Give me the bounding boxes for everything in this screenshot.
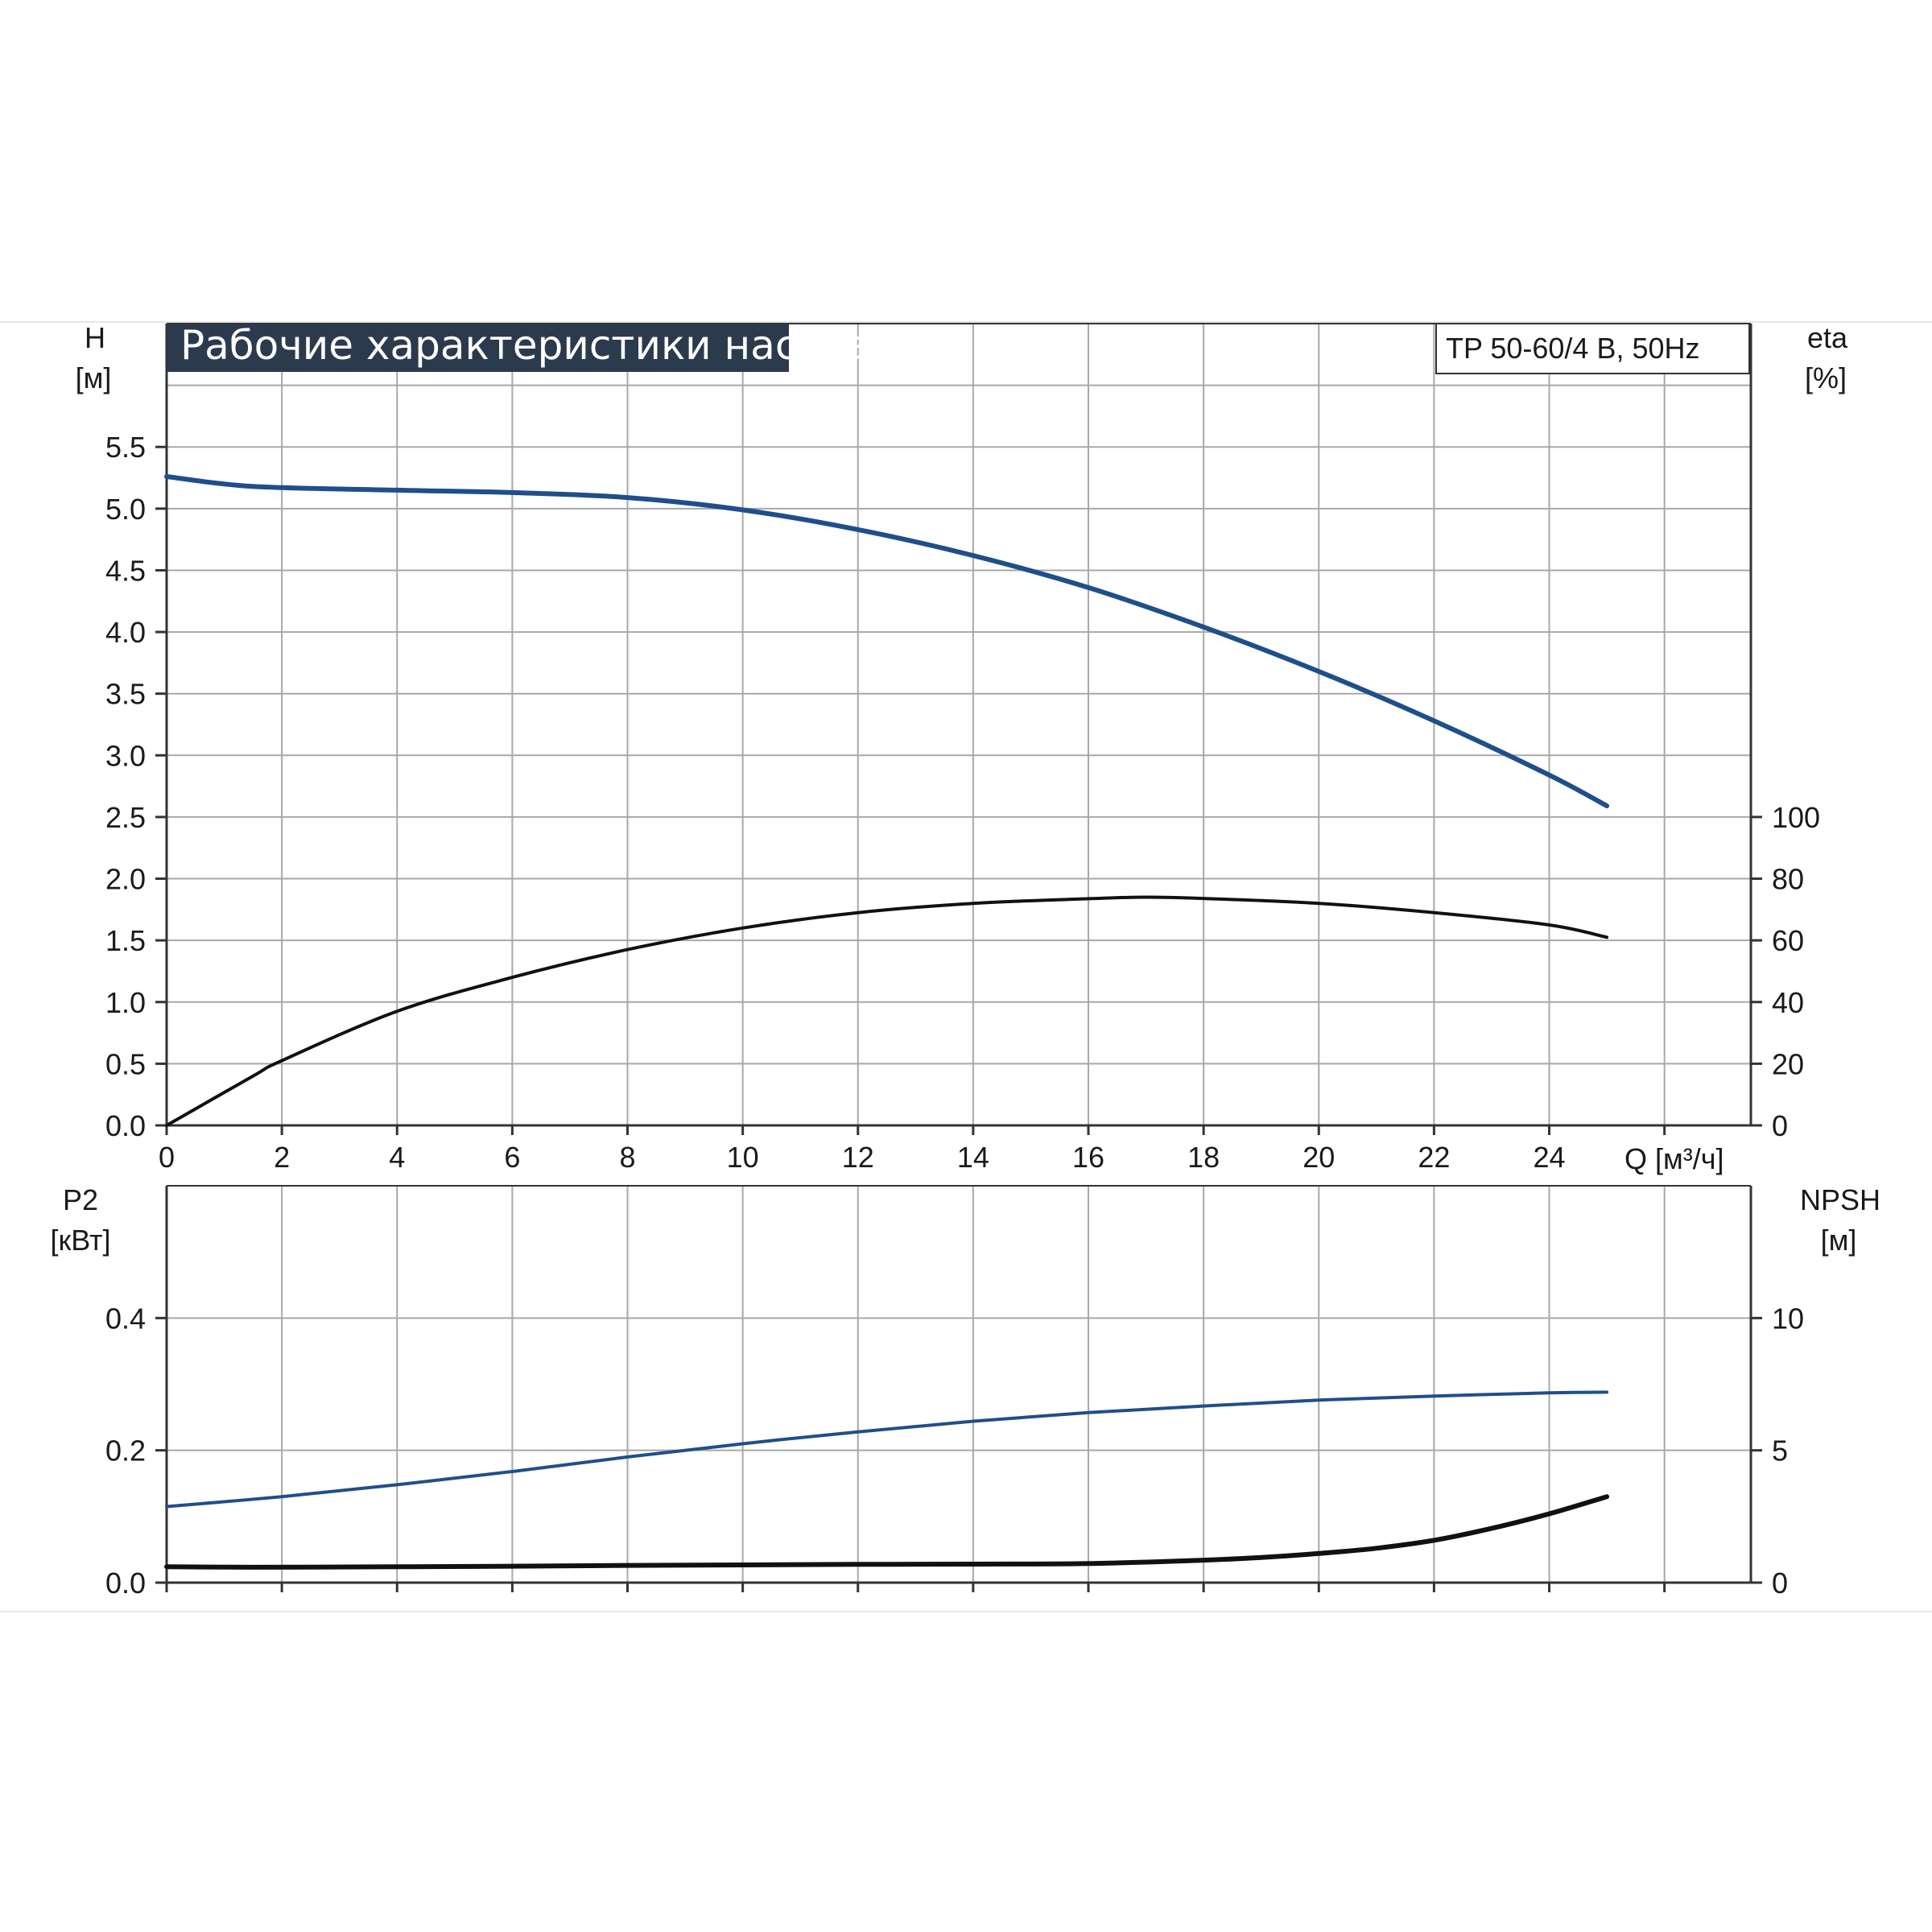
npsh-axis-unit: [м] bbox=[1821, 1224, 1857, 1257]
top-left-tick-label: 3.0 bbox=[105, 739, 146, 772]
top-plot-area bbox=[167, 324, 1751, 1125]
model-label: TP 50-60/4 B, 50Hz bbox=[1446, 332, 1700, 365]
top-series-left-curve bbox=[164, 474, 1610, 809]
title-background bbox=[167, 324, 789, 372]
top-right-tick-label: 0 bbox=[1772, 1109, 1788, 1142]
top-x-tick-label: 14 bbox=[957, 1141, 989, 1174]
eta-axis-unit: [%] bbox=[1805, 361, 1847, 394]
bottom-right-tick-label: 10 bbox=[1772, 1302, 1804, 1335]
top-left-tick-label: 4.5 bbox=[105, 554, 146, 587]
top-left-tick-label: 0.0 bbox=[105, 1109, 146, 1142]
bottom-left-tick-label: 0.2 bbox=[105, 1435, 146, 1468]
bottom-series-left-curve bbox=[165, 1390, 1609, 1509]
top-right-tick-label: 40 bbox=[1772, 986, 1804, 1019]
top-right-tick-label: 60 bbox=[1772, 924, 1804, 957]
top-right-tick-label: 20 bbox=[1772, 1047, 1804, 1080]
top-left-tick-label: 3.5 bbox=[105, 678, 146, 711]
top-left-tick-label: 5.5 bbox=[105, 431, 146, 464]
top-left-tick-label: 1.0 bbox=[105, 986, 146, 1019]
top-x-tick-label: 12 bbox=[842, 1141, 874, 1174]
bottom-plot-area bbox=[167, 1186, 1751, 1583]
bottom-left-tick-label: 0.4 bbox=[105, 1302, 146, 1335]
top-series-right-curve bbox=[165, 895, 1609, 1127]
top-x-tick-label: 24 bbox=[1534, 1141, 1566, 1174]
bottom-right-tick-label: 5 bbox=[1772, 1435, 1788, 1468]
top-left-tick-label: 2.5 bbox=[105, 801, 146, 834]
top-right-tick-label: 100 bbox=[1772, 801, 1820, 834]
head-efficiency-panel: 0.00.51.01.52.02.53.03.54.04.55.05.50204… bbox=[105, 323, 1820, 1174]
power-axis-label: P2 bbox=[63, 1183, 98, 1216]
top-left-tick-label: 1.5 bbox=[105, 924, 146, 957]
top-x-tick-label: 4 bbox=[389, 1141, 405, 1174]
power-npsh-panel: 0.0 0.2 0.4 0 5 10 bbox=[105, 1185, 1804, 1600]
top-left-tick-label: 2.0 bbox=[105, 863, 146, 896]
bottom-left-tick-label: 0.0 bbox=[105, 1567, 146, 1600]
top-x-tick-label: 0 bbox=[159, 1141, 175, 1174]
top-x-tick-label: 16 bbox=[1072, 1141, 1104, 1174]
model-box-frame bbox=[1435, 323, 1750, 374]
chart-title: Рабочие характеристики насоса bbox=[180, 322, 869, 369]
top-x-tick-label: 8 bbox=[619, 1141, 635, 1174]
head-axis-unit: [м] bbox=[76, 361, 112, 394]
top-x-tick-label: 10 bbox=[727, 1141, 759, 1174]
top-x-tick-label: 6 bbox=[504, 1141, 520, 1174]
power-axis-unit: [кВт] bbox=[50, 1224, 110, 1257]
top-left-tick-label: 5.0 bbox=[105, 493, 146, 526]
title-banner: Рабочие характеристики насоса bbox=[167, 322, 869, 372]
npsh-axis-label: NPSH bbox=[1800, 1183, 1880, 1216]
eta-axis-label: eta bbox=[1807, 321, 1848, 354]
top-right-tick-label: 80 bbox=[1772, 863, 1804, 896]
top-left-tick-label: 4.0 bbox=[105, 616, 146, 649]
bottom-right-tick-label: 0 bbox=[1772, 1567, 1788, 1600]
top-x-tick-label: 22 bbox=[1418, 1141, 1450, 1174]
bottom-series-right-curve bbox=[164, 1494, 1610, 1570]
flow-axis-label: Q [м³/ч] bbox=[1624, 1142, 1724, 1175]
head-axis-label: H bbox=[85, 321, 105, 354]
top-x-tick-label: 2 bbox=[274, 1141, 290, 1174]
top-x-tick-label: 20 bbox=[1302, 1141, 1335, 1174]
top-left-tick-label: 0.5 bbox=[105, 1047, 146, 1080]
top-x-tick-label: 18 bbox=[1187, 1141, 1220, 1174]
model-box: TP 50-60/4 B, 50Hz bbox=[1435, 323, 1750, 374]
